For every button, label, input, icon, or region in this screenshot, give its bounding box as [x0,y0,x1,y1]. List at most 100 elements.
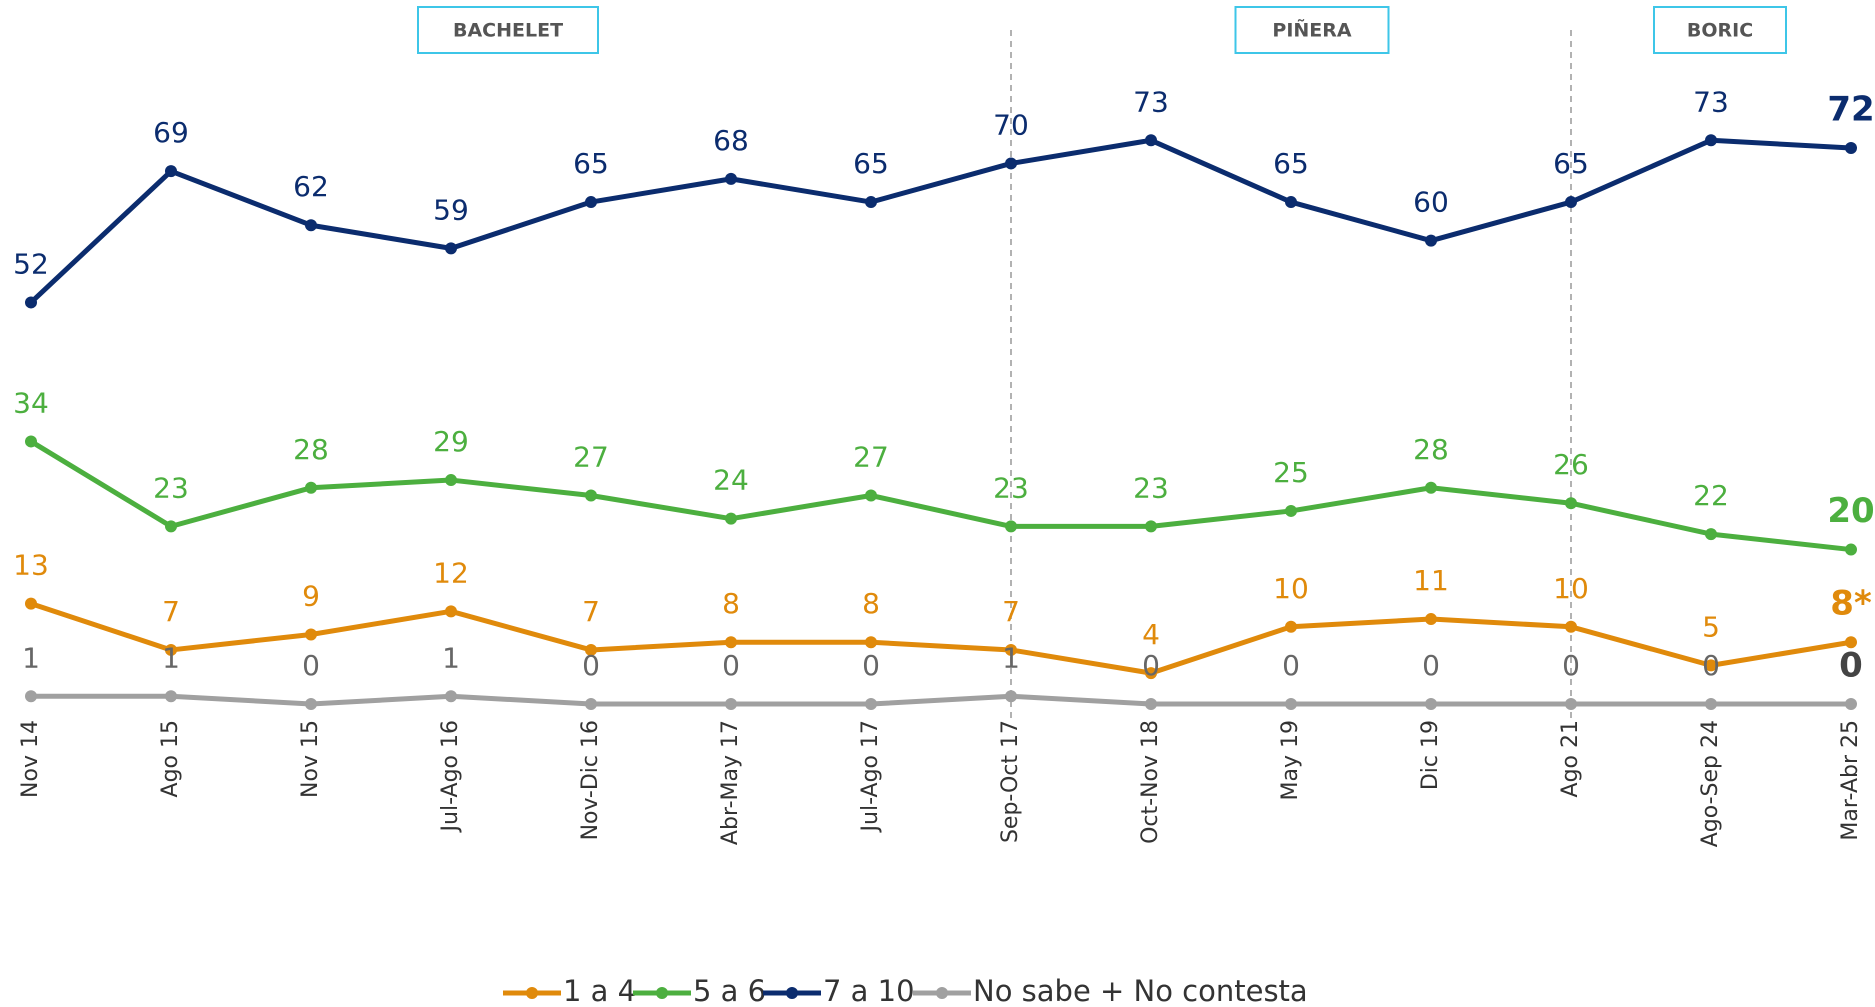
series-line [30,601,1852,676]
point [865,698,877,710]
data-label: 59 [433,193,469,226]
data-label: 70 [993,108,1029,141]
data-label: 22 [1693,479,1729,512]
x-tick-label: Oct-Nov 18 [1138,720,1163,844]
point [1425,234,1437,247]
data-label: 11 [1413,564,1449,597]
legend-label: 7 a 10 [823,974,915,1007]
x-tick-label: Ago 15 [158,720,183,797]
data-label: 9 [302,580,320,613]
point [1565,620,1577,633]
point [25,690,37,703]
period-box [417,6,599,54]
point [165,520,177,533]
point [1145,520,1157,533]
period-label: PIÑERA [1272,18,1352,42]
data-label: 73 [1133,85,1169,118]
data-label: 27 [853,441,889,474]
point [725,698,737,710]
point [865,636,877,649]
data-label: 60 [1413,186,1449,219]
data-label: 25 [1273,456,1309,489]
data-label: 8 [722,587,740,620]
data-label: 0 [302,649,320,682]
data-label: 8 [862,587,880,620]
point [1005,520,1017,533]
x-tick-label: Jul-Ago 16 [438,720,463,833]
data-label: 1 [1002,641,1020,674]
data-label: 0 [1142,649,1160,682]
point [165,165,177,178]
data-label: 4 [1142,618,1160,651]
x-tick-label: Nov 15 [298,720,323,798]
data-label: 69 [153,116,189,149]
series-line [31,693,1851,707]
data-label: 73 [1693,85,1729,118]
point [1845,543,1857,556]
period-label: BORIC [1687,20,1753,42]
point [1145,698,1157,710]
x-tick-label: Ago-Sep 24 [1698,720,1723,847]
point [1285,698,1297,710]
data-label: 1 [442,641,460,674]
data-label: 10 [1273,572,1309,605]
data-label: 0 [862,649,880,682]
data-label: 68 [713,124,749,157]
point [725,512,737,525]
point [585,698,597,710]
data-label: 72 [1827,90,1874,130]
point [1005,643,1017,656]
period-box [1234,6,1390,54]
legend-marker [526,987,538,999]
data-label: 20 [1827,491,1874,531]
data-label: 23 [993,471,1029,504]
data-label: 27 [573,441,609,474]
data-label: 29 [433,425,469,458]
data-label: 26 [1553,448,1589,481]
x-tick-label: Jul-Ago 17 [858,720,883,833]
point [1145,134,1157,147]
data-label: 7 [582,595,600,628]
data-label: 62 [293,170,329,203]
point [1705,134,1717,147]
point [1425,613,1437,626]
data-label: 28 [1413,433,1449,466]
x-tick-label: Nov-Dic 16 [578,720,603,840]
data-label: 65 [1273,147,1309,180]
point [1705,659,1717,672]
point [725,172,737,185]
x-tick-label: May 19 [1278,720,1303,800]
point [305,481,317,494]
point [1565,497,1577,510]
series-line [29,439,1852,553]
point [25,296,37,309]
x-tick-label: Nov 14 [18,720,43,798]
data-label: 52 [13,247,49,280]
point [585,489,597,502]
data-label: 65 [853,147,889,180]
x-tick-label: Dic 19 [1418,720,1443,790]
x-tick-label: Mar-Abr 25 [1838,720,1863,841]
legend-label: No sabe + No contesta [973,974,1308,1007]
x-tick-label: Sep-Oct 17 [998,720,1023,843]
data-label: 5 [1702,610,1720,643]
point [1005,690,1017,703]
point [1565,196,1577,209]
legend-label: 1 a 4 [563,974,636,1007]
point [1285,196,1297,209]
data-label: 0 [1839,646,1863,686]
series-line [29,137,1852,305]
point [445,474,457,487]
point [585,643,597,656]
data-label: 0 [722,649,740,682]
legend-label: 5 a 6 [693,974,766,1007]
point [445,242,457,255]
data-label: 10 [1553,572,1589,605]
point [1425,698,1437,710]
point [25,597,37,610]
period-box [1653,6,1787,54]
data-label: 0 [582,649,600,682]
data-label: 1 [22,641,40,674]
point [1425,481,1437,494]
